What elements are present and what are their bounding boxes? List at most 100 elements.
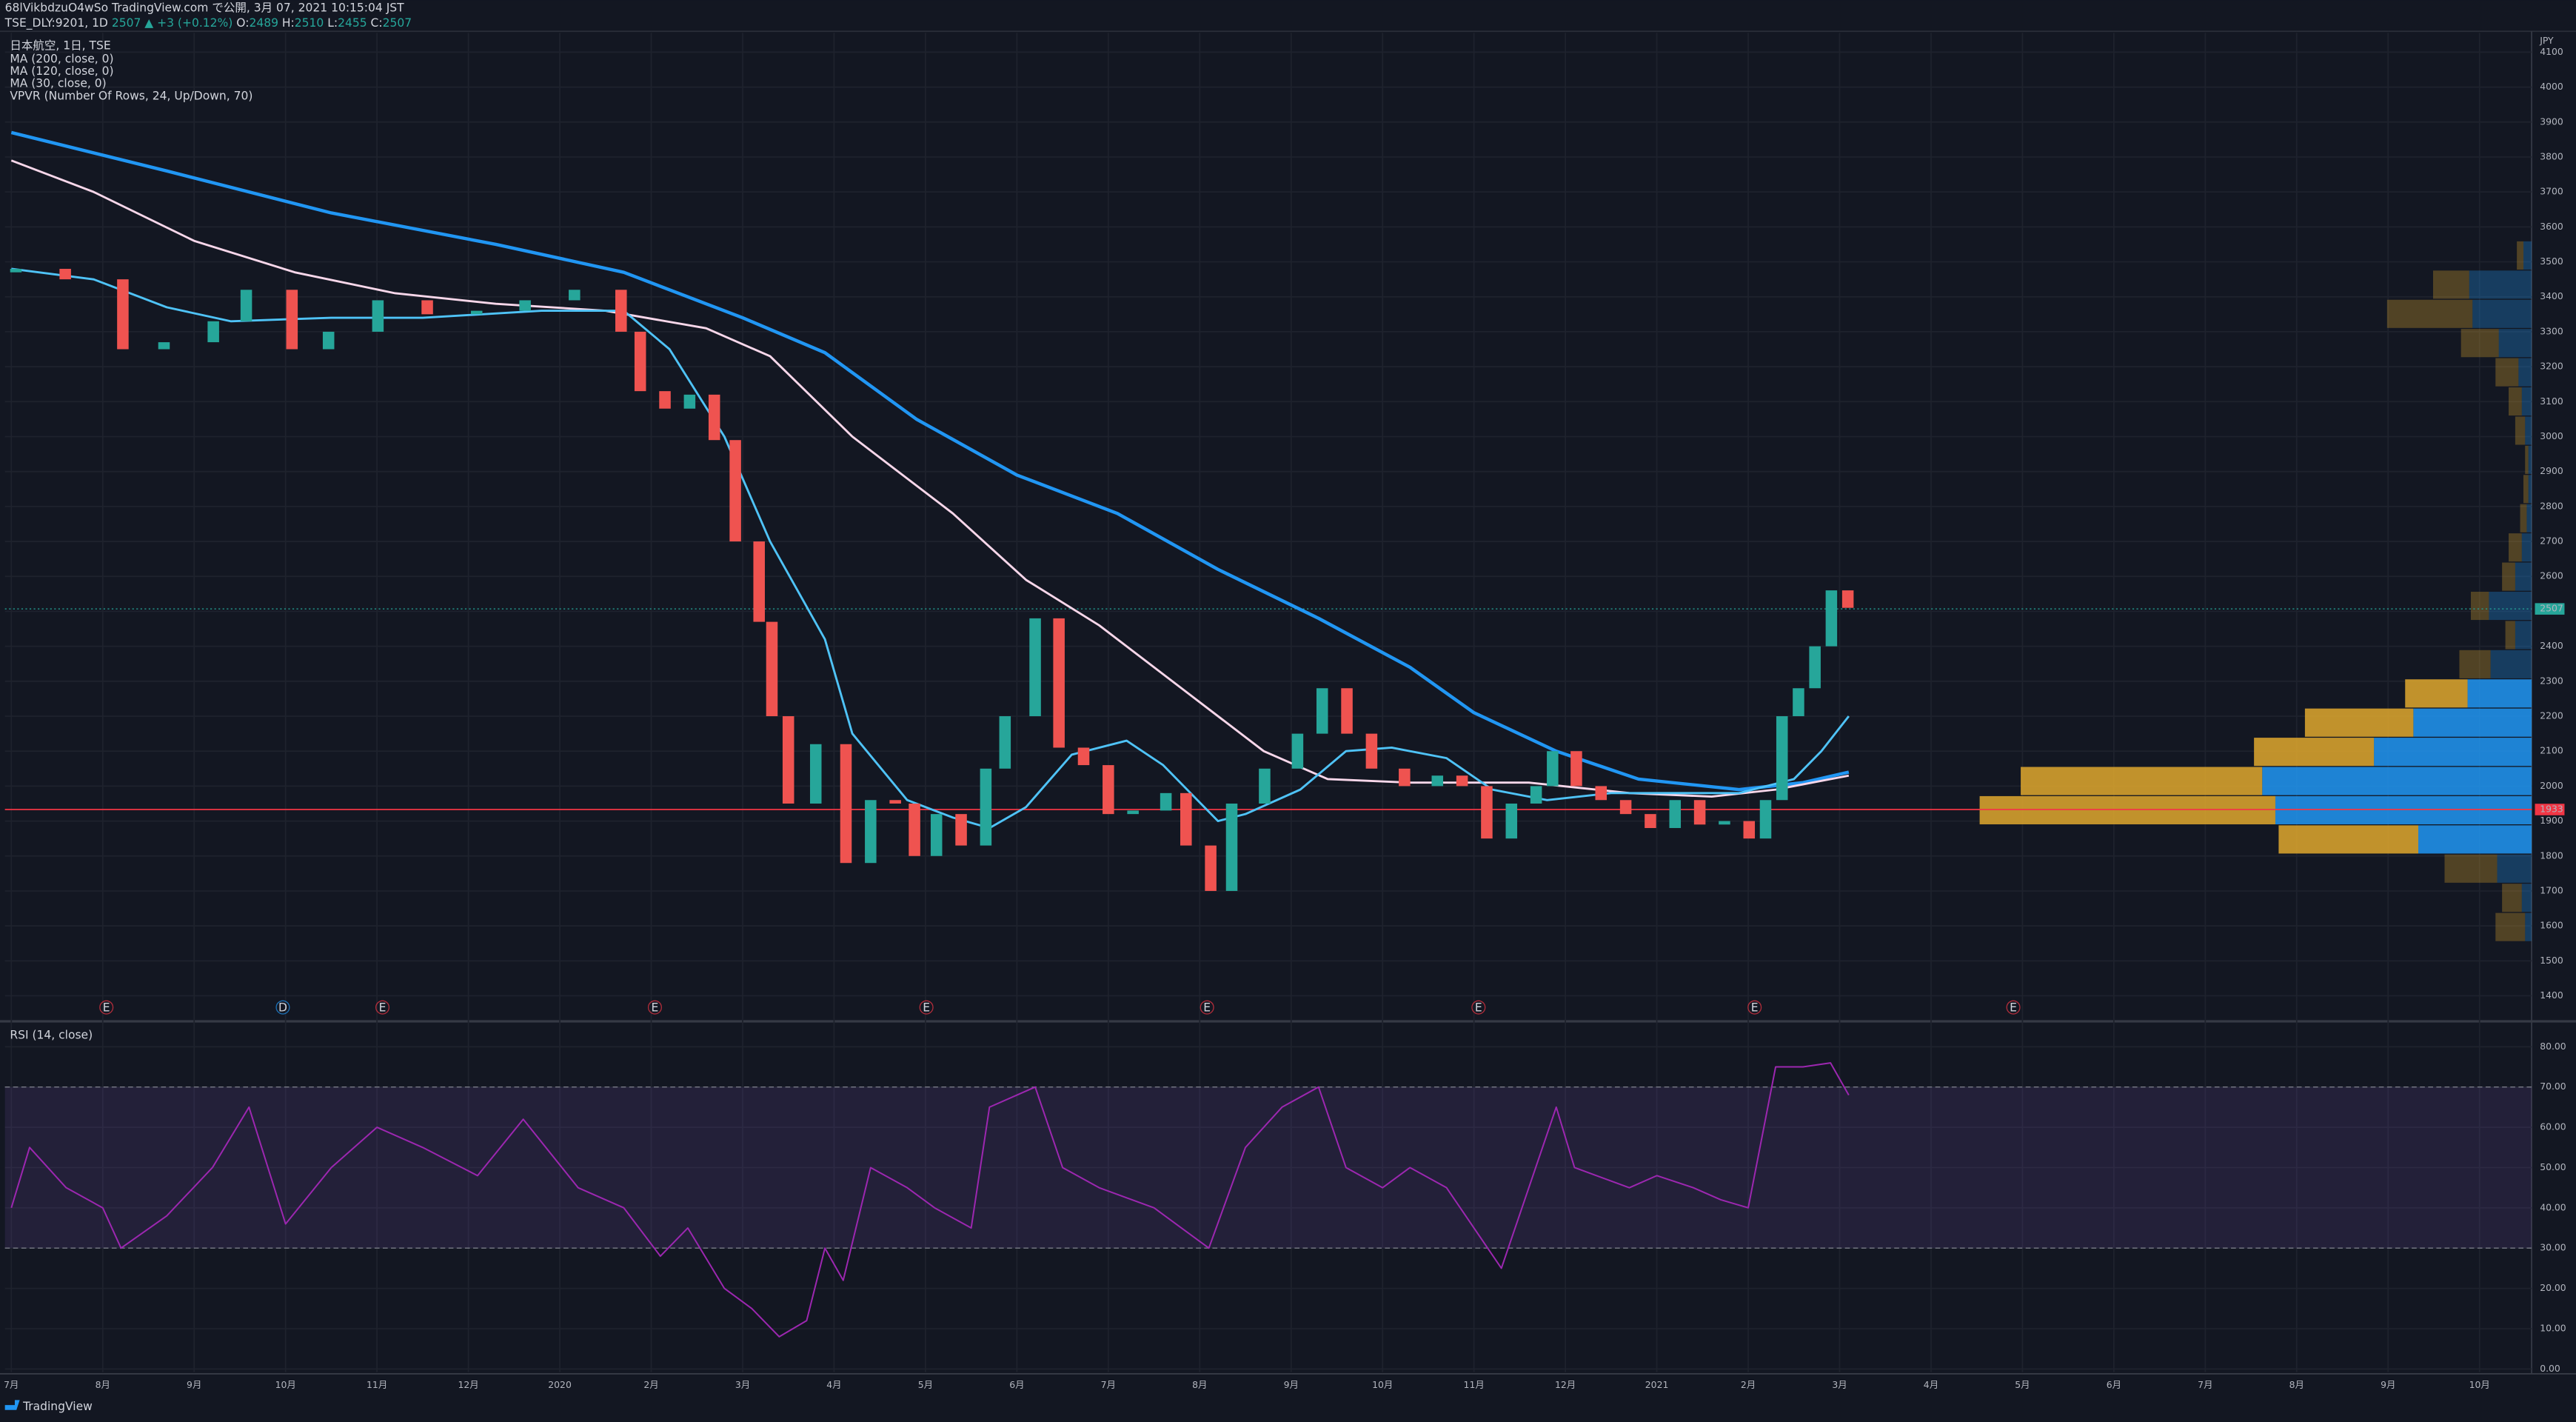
candle [708, 394, 720, 441]
candle [569, 290, 581, 301]
y-tick-label: 4000 [2540, 81, 2563, 92]
candle [1505, 803, 1518, 839]
event-marker [919, 1000, 934, 1015]
vp-up [2528, 475, 2532, 504]
x-tick-label: 4月 [1924, 1379, 1938, 1390]
vp-down [2523, 475, 2529, 504]
y-tick-label: 1400 [2540, 989, 2563, 1001]
candle [840, 744, 852, 864]
candle [1595, 786, 1608, 801]
vp-down [2459, 650, 2491, 678]
event-marker [275, 1000, 290, 1015]
candle [1205, 845, 1217, 891]
x-tick-label: 11月 [367, 1379, 387, 1390]
x-tick-label: 6月 [2107, 1379, 2121, 1390]
x-tick-label: 2021 [1645, 1379, 1669, 1390]
candle [930, 814, 943, 856]
y-tick-label: 1600 [2540, 920, 2563, 931]
vp-up [2515, 621, 2532, 650]
vp-down [2505, 621, 2515, 650]
event-label: E [652, 1001, 659, 1014]
event-label: E [2010, 1001, 2017, 1014]
y-tick-label: 1900 [2540, 815, 2563, 826]
x-tick-label: 2月 [643, 1379, 658, 1390]
x-tick-label: 7月 [1101, 1379, 1116, 1390]
candle [615, 290, 627, 332]
y-tick-label: 3600 [2540, 221, 2563, 232]
vp-up [2374, 738, 2532, 767]
ohlc-label: L: [327, 16, 338, 30]
candle [10, 268, 22, 273]
y-tick-label: 2100 [2540, 745, 2563, 756]
level-label: 1933 [2540, 804, 2563, 815]
candle [470, 310, 483, 315]
y-tick-label: 1800 [2540, 849, 2563, 861]
vp-up [2469, 270, 2532, 299]
footer[interactable]: TradingView [4, 1400, 93, 1413]
x-tick-label: 5月 [2015, 1379, 2030, 1390]
candle [1793, 688, 1804, 717]
candle [782, 716, 794, 804]
candle [634, 331, 646, 392]
y-tick-label: 3700 [2540, 186, 2563, 197]
y-tick-label: 20.00 [2540, 1282, 2566, 1293]
y-tick-label: 40.00 [2540, 1201, 2566, 1212]
candle [1645, 814, 1656, 829]
ma-line [10, 130, 1850, 792]
y-tick-label: 2400 [2540, 640, 2563, 651]
event-marker [99, 1000, 114, 1015]
candle [999, 716, 1011, 769]
legend-entry: VPVR (Number Of Rows, 24, Up/Down, 70) [10, 89, 252, 102]
candle [1291, 733, 1304, 769]
candle [1825, 590, 1838, 647]
candle [421, 300, 433, 315]
candle [659, 391, 671, 409]
candle [955, 814, 967, 846]
legend-entry: MA (120, close, 0) [10, 64, 113, 78]
symbol-line: TSE_DLY:9201, 1D 2507 ▲ +3 (+0.12%) O:24… [4, 16, 412, 30]
vp-up [2489, 591, 2532, 621]
legend-entry: MA (30, close, 0) [10, 77, 106, 90]
vp-down [2517, 241, 2523, 270]
candle [1759, 800, 1772, 839]
candle [1077, 747, 1090, 766]
vp-down [2254, 738, 2375, 767]
vp-up [2497, 854, 2532, 883]
vp-up [2515, 562, 2532, 591]
candle [1693, 800, 1706, 825]
change: ▲ +3 (+0.12%) [144, 16, 232, 30]
y-tick-label: 10.00 [2540, 1322, 2566, 1333]
publisher: 68lVikbdzuO4wSo TradingView.com で公開, 3月 … [5, 1, 404, 15]
candle [1160, 792, 1172, 811]
vp-up [2521, 884, 2532, 912]
vp-up [2528, 445, 2532, 474]
candle [240, 290, 252, 321]
ohlc-value: 2455 [338, 16, 367, 30]
vp-up [2490, 650, 2532, 678]
x-tick-label: 10月 [1372, 1379, 1393, 1390]
brand[interactable]: TradingView [22, 1400, 93, 1413]
candle [1719, 821, 1730, 825]
candle [1841, 590, 1854, 608]
level-box [2535, 804, 2565, 815]
candle [1365, 733, 1378, 769]
candle [1743, 821, 1756, 839]
y-tick-label: 2800 [2540, 500, 2563, 511]
event-label: D [278, 1001, 287, 1014]
x-tick-label: 9月 [2381, 1379, 2395, 1390]
vp-up [2525, 912, 2532, 941]
candle [1619, 800, 1632, 815]
candle [1481, 786, 1493, 839]
candle [1316, 688, 1328, 734]
rsi-band-fill [4, 1086, 2532, 1249]
candle [158, 342, 170, 350]
event-label: E [1203, 1001, 1211, 1014]
logo [4, 1400, 20, 1410]
candle [1127, 810, 1139, 815]
candle [1225, 803, 1238, 891]
candle [1669, 800, 1682, 829]
candle [207, 321, 219, 343]
x-tick-label: 2020 [548, 1379, 572, 1390]
vp-down [2405, 679, 2468, 708]
y-tick-label: 3000 [2540, 430, 2563, 441]
